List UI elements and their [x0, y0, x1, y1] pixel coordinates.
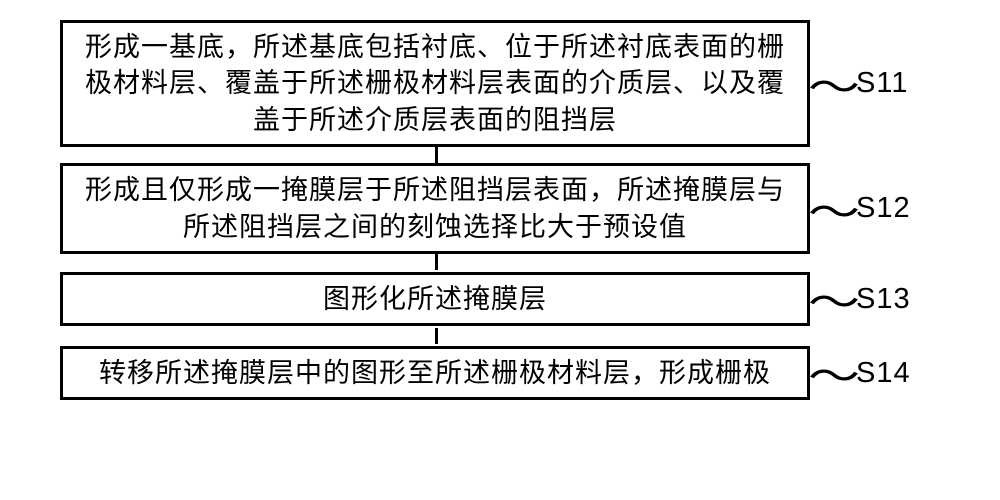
step-label-wrap: 〜 S12 [814, 180, 911, 238]
step-box-s13: 图形化所述掩膜层 [60, 272, 810, 326]
step-id-label: S12 [856, 192, 911, 225]
connector [435, 147, 438, 163]
connector [435, 254, 438, 270]
step-box-s12: 形成且仅形成一掩膜层于所述阻挡层表面，所述掩膜层与所述阻挡层之间的刻蚀选择比大于… [60, 163, 810, 254]
flowchart-step: 形成一基底，所述基底包括衬底、位于所述衬底表面的栅极材料层、覆盖于所述栅极材料层… [60, 20, 1000, 147]
step-box-s14: 转移所述掩膜层中的图形至所述栅极材料层，形成栅极 [60, 346, 810, 400]
step-label-wrap: 〜 S14 [814, 344, 911, 402]
flowchart-step: 转移所述掩膜层中的图形至所述栅极材料层，形成栅极 〜 S14 [60, 344, 1000, 402]
step-id-label: S14 [856, 357, 911, 390]
tilde-icon: 〜 [808, 180, 860, 238]
flowchart-step: 图形化所述掩膜层 〜 S13 [60, 270, 1000, 328]
step-text: 转移所述掩膜层中的图形至所述栅极材料层，形成栅极 [99, 355, 771, 391]
step-label-wrap: 〜 S13 [814, 270, 911, 328]
tilde-icon: 〜 [808, 55, 860, 113]
tilde-icon: 〜 [808, 344, 860, 402]
flowchart-step: 形成且仅形成一掩膜层于所述阻挡层表面，所述掩膜层与所述阻挡层之间的刻蚀选择比大于… [60, 163, 1000, 254]
step-id-label: S11 [856, 67, 908, 100]
step-box-s11: 形成一基底，所述基底包括衬底、位于所述衬底表面的栅极材料层、覆盖于所述栅极材料层… [60, 20, 810, 147]
flowchart-container: 形成一基底，所述基底包括衬底、位于所述衬底表面的栅极材料层、覆盖于所述栅极材料层… [0, 0, 1000, 500]
step-text: 图形化所述掩膜层 [323, 281, 547, 317]
tilde-icon: 〜 [808, 270, 860, 328]
step-label-wrap: 〜 S11 [814, 55, 908, 113]
step-text: 形成一基底，所述基底包括衬底、位于所述衬底表面的栅极材料层、覆盖于所述栅极材料层… [73, 29, 797, 138]
step-id-label: S13 [856, 283, 911, 316]
connector [435, 328, 438, 344]
step-text: 形成且仅形成一掩膜层于所述阻挡层表面，所述掩膜层与所述阻挡层之间的刻蚀选择比大于… [73, 172, 797, 245]
